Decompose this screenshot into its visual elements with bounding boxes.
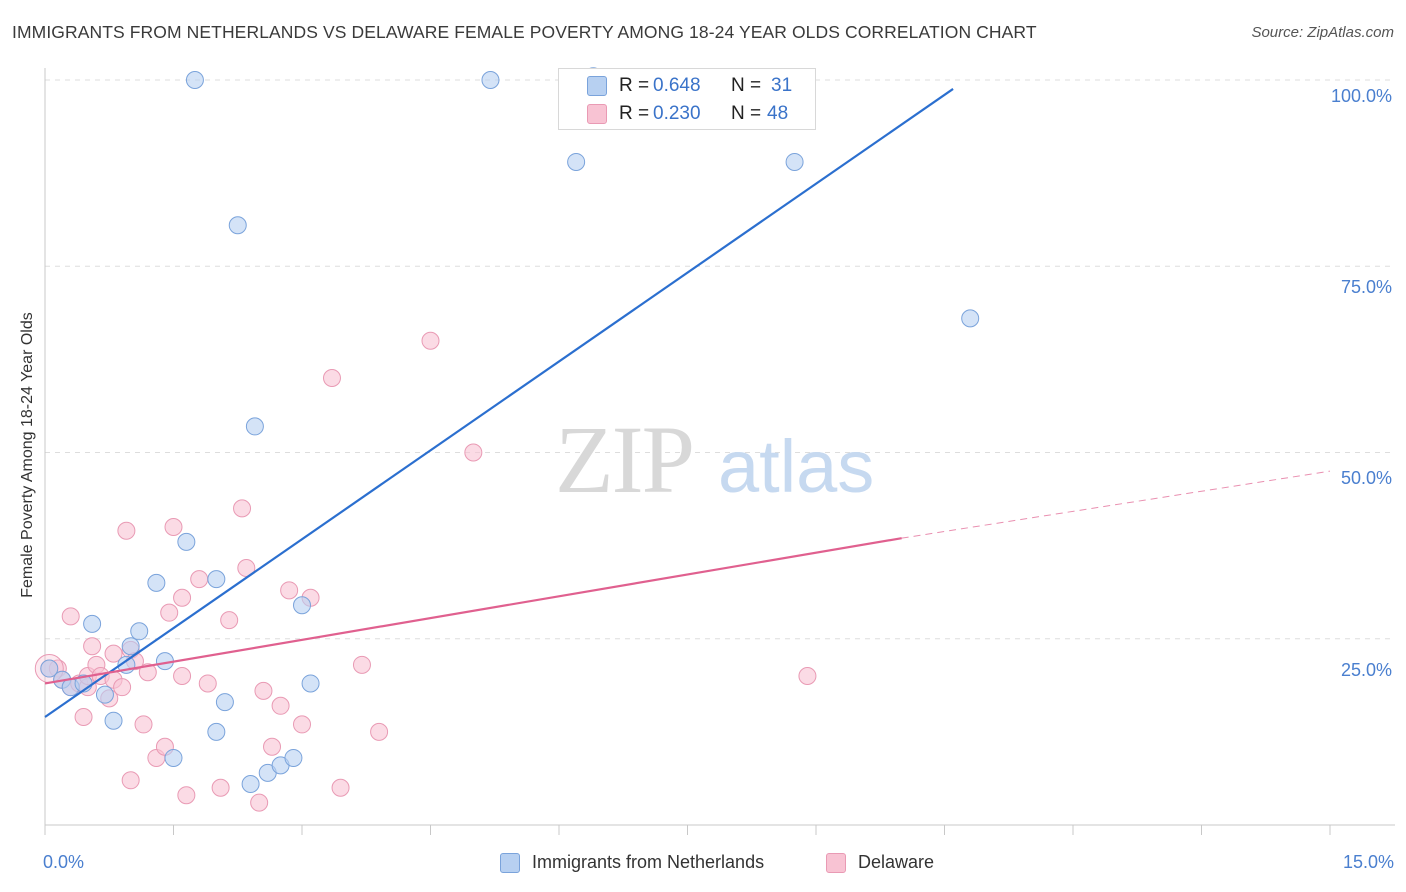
- r-value: 0.230: [653, 103, 701, 124]
- delaware-point: [104, 644, 123, 663]
- r-value: 0.648: [653, 75, 701, 96]
- delaware-point: [61, 607, 80, 626]
- netherlands-point: [185, 71, 204, 89]
- netherlands-point: [95, 685, 114, 704]
- delaware-point: [322, 369, 341, 387]
- watermark: ZIP atlas: [555, 406, 874, 513]
- watermark-zip: ZIP: [555, 406, 693, 513]
- delaware-point: [190, 570, 209, 589]
- y-tick-25: 25.0%: [1340, 660, 1392, 680]
- netherlands-point: [961, 309, 980, 328]
- delaware-point: [164, 518, 183, 536]
- trend-lines: [44, 88, 1331, 718]
- x-tick-min: 0.0%: [43, 852, 85, 872]
- netherlands-trend-line: [44, 88, 954, 718]
- delaware-point: [464, 443, 483, 462]
- delaware-point: [74, 707, 93, 726]
- delaware-point: [117, 521, 136, 540]
- delaware-point: [250, 793, 269, 812]
- n-value: 48: [767, 103, 789, 124]
- netherlands-point: [241, 775, 260, 794]
- netherlands-point: [293, 596, 311, 615]
- legend-label-netherlands: Immigrants from Netherlands: [532, 852, 765, 872]
- delaware-point: [370, 722, 389, 741]
- axes: [44, 68, 1395, 835]
- netherlands-point: [207, 570, 226, 589]
- netherlands-point: [284, 748, 303, 767]
- delaware-point: [134, 715, 153, 734]
- netherlands-point: [481, 71, 500, 89]
- delaware-point: [280, 581, 299, 600]
- legend-item-delaware: Delaware: [826, 852, 934, 873]
- netherlands-point: [245, 417, 264, 436]
- netherlands-point: [567, 152, 586, 171]
- delaware-trend-extension: [901, 470, 1331, 539]
- delaware-point: [173, 588, 192, 607]
- delaware-point: [121, 771, 140, 790]
- n-label: N =: [731, 103, 762, 124]
- legend-label-delaware: Delaware: [858, 852, 935, 872]
- delaware-point: [173, 667, 192, 685]
- gridlines: [45, 79, 1395, 640]
- delaware-point: [798, 667, 817, 685]
- n-label: N =: [731, 75, 762, 96]
- netherlands-point: [83, 614, 102, 633]
- netherlands-point: [207, 722, 226, 741]
- delaware-point: [233, 499, 252, 518]
- y-tick-75: 75.0%: [1340, 277, 1392, 297]
- delaware-point: [331, 778, 350, 797]
- y-tick-50: 50.0%: [1340, 468, 1392, 488]
- delaware-point: [352, 655, 371, 674]
- netherlands-points: [40, 67, 980, 794]
- delaware-point: [220, 611, 239, 630]
- netherlands-point: [121, 637, 140, 656]
- series-legend: Immigrants from Netherlands Delaware: [0, 852, 1406, 878]
- netherlands-point: [228, 216, 247, 235]
- delaware-point: [263, 737, 282, 756]
- r-label: R =: [619, 75, 650, 96]
- x-tick-max: 15.0%: [1342, 852, 1394, 872]
- delaware-point: [177, 786, 196, 805]
- netherlands-point: [164, 748, 183, 767]
- y-tick-100: 100.0%: [1330, 86, 1392, 106]
- delaware-point: [293, 715, 311, 734]
- watermark-atlas: atlas: [718, 425, 874, 508]
- netherlands-point: [147, 573, 166, 592]
- netherlands-point: [215, 693, 234, 712]
- delaware-point: [83, 637, 102, 656]
- legend-item-netherlands: Immigrants from Netherlands: [500, 852, 764, 873]
- n-value: 31: [771, 75, 793, 96]
- legend-swatch-delaware: [826, 852, 846, 873]
- delaware-point: [254, 681, 273, 700]
- delaware-point: [271, 696, 290, 715]
- delaware-point: [113, 678, 132, 697]
- netherlands-point: [40, 659, 59, 678]
- legend-swatch-netherlands: [500, 852, 520, 873]
- r-label: R =: [619, 103, 650, 124]
- stats-legend: R = 0.648 N = 31 R = 0.230 N = 48: [558, 68, 816, 130]
- netherlands-point: [301, 674, 320, 693]
- netherlands-point: [177, 532, 196, 551]
- delaware-swatch: [587, 104, 607, 124]
- netherlands-point: [785, 152, 804, 171]
- delaware-point: [138, 663, 157, 682]
- delaware-point: [421, 331, 440, 350]
- delaware-point: [211, 778, 230, 797]
- netherlands-point: [130, 622, 149, 641]
- netherlands-point: [104, 711, 123, 730]
- delaware-point: [198, 674, 217, 693]
- delaware-trend-line: [44, 537, 902, 685]
- source-label: Source: ZipAtlas.com: [1251, 24, 1394, 41]
- chart-title: IMMIGRANTS FROM NETHERLANDS VS DELAWARE …: [12, 22, 1037, 42]
- delaware-point: [160, 603, 179, 622]
- netherlands-swatch: [587, 76, 607, 96]
